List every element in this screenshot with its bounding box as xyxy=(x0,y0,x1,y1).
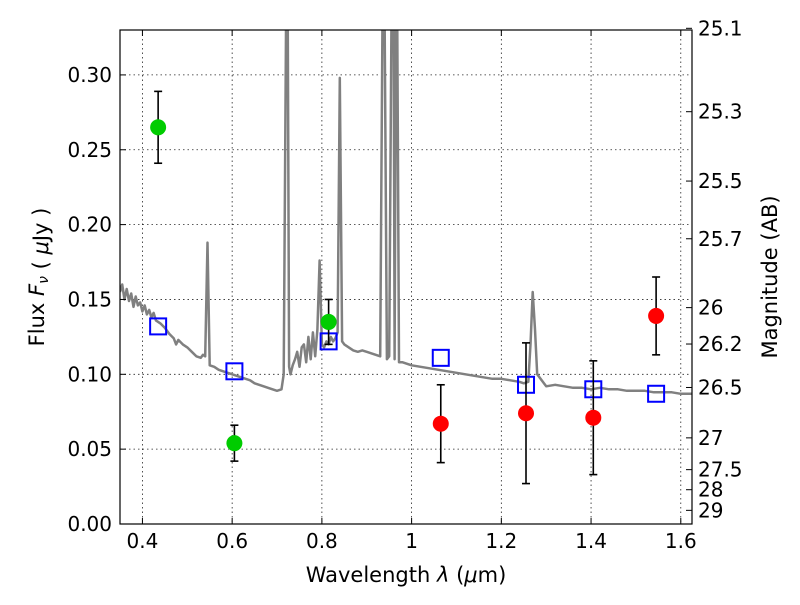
x-tick-label: 1.2 xyxy=(485,529,517,553)
y2-tick-label: 25.5 xyxy=(698,169,743,193)
model-square-marker xyxy=(225,362,244,381)
y2-axis-label: Magnitude (AB) xyxy=(758,195,782,358)
y2-tick-label: 27 xyxy=(698,426,723,450)
y2-tick-label: 25.7 xyxy=(698,227,743,251)
y-tick-label: 0.20 xyxy=(67,213,112,237)
marker-layer xyxy=(149,90,666,485)
y-tick-label: 0.25 xyxy=(67,138,112,162)
x-tick-label: 1.4 xyxy=(575,529,607,553)
y-tick-label: 0.10 xyxy=(67,362,112,386)
y-axis-label: Flux Fν ( μJy ) xyxy=(25,208,53,347)
spectrum-line xyxy=(120,30,692,396)
green-photometry-point xyxy=(150,119,167,136)
x-axis-label: Wavelength λ (μm) xyxy=(306,563,507,587)
model-square-marker xyxy=(149,317,168,336)
red-photometry-point xyxy=(432,415,449,432)
y2-tick-label: 26 xyxy=(698,296,723,320)
green-photometry-point xyxy=(226,435,243,452)
red-photometry-point xyxy=(585,409,602,426)
x-tick-label: 1 xyxy=(405,529,418,553)
y-tick-label: 0.00 xyxy=(67,512,112,536)
model-square-marker xyxy=(647,384,666,403)
y2-tick-label: 27.5 xyxy=(698,458,743,482)
y2-tick-label: 26.5 xyxy=(698,375,743,399)
axes: 0.4 0.6 0.8 1 1.2 1.4 1.6 0.00 0.05 0.10 0.15 0.20 0… xyxy=(67,16,742,553)
x-tick-label: 1.6 xyxy=(665,529,697,553)
x-tick-label: 0.8 xyxy=(306,529,338,553)
y2-tick-label: 25.1 xyxy=(698,16,743,40)
y2-tick-label: 29 xyxy=(698,498,723,522)
y-tick-label: 0.30 xyxy=(67,63,112,87)
model-square-marker xyxy=(431,348,450,367)
y2-tick-label: 25.3 xyxy=(698,100,743,124)
x-tick-label: 0.4 xyxy=(127,529,159,553)
y2-tick-label: 26.2 xyxy=(698,332,743,356)
y2-tick-label: 28 xyxy=(698,478,723,502)
red-photometry-point xyxy=(518,405,535,422)
y-tick-label: 0.05 xyxy=(67,437,112,461)
data-layer xyxy=(120,30,692,396)
red-photometry-point xyxy=(648,307,665,324)
plot-frame xyxy=(119,29,693,525)
green-photometry-point xyxy=(320,313,337,330)
x-tick-label: 0.6 xyxy=(216,529,248,553)
y-tick-label: 0.15 xyxy=(67,287,112,311)
